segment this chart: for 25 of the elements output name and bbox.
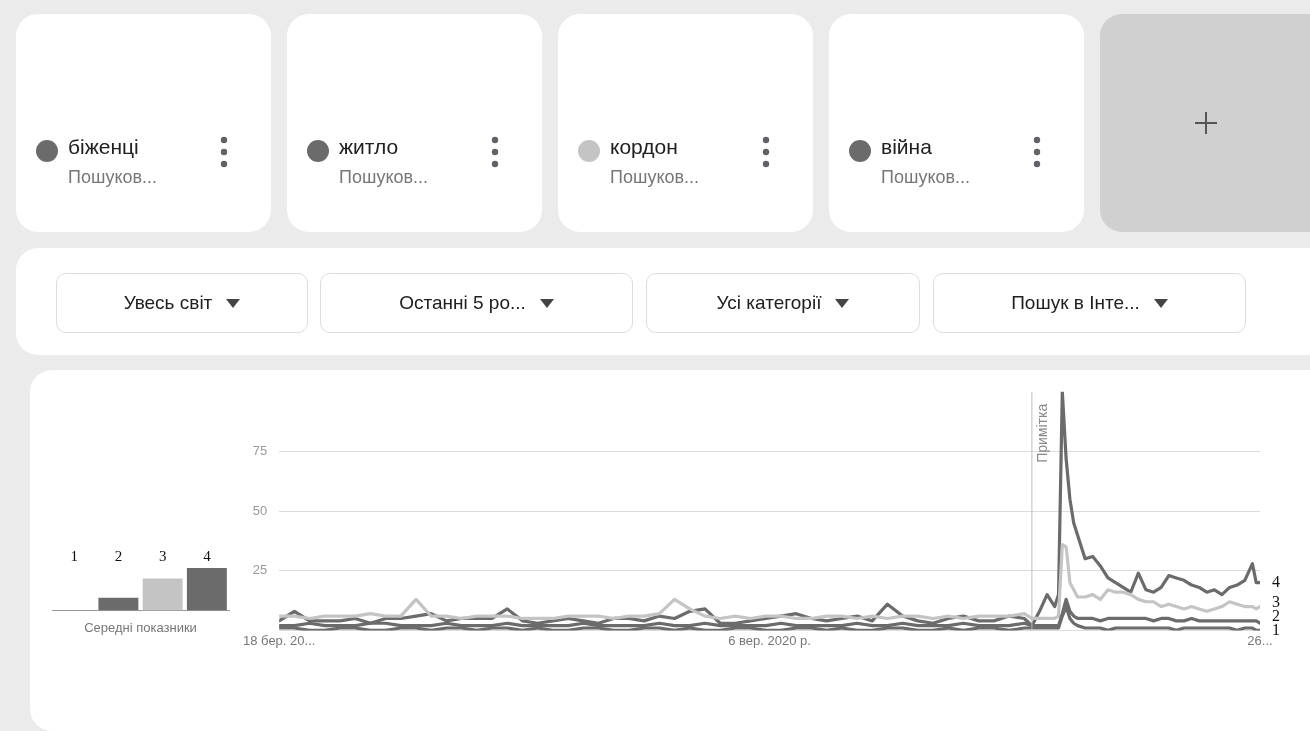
x-tick-label: 1	[70, 548, 78, 565]
text: Пошук в Інте...	[1011, 292, 1140, 314]
x-tick-label: 4	[203, 548, 212, 565]
annotation: 4	[1272, 572, 1280, 590]
x-tick-label: 6 вер. 2020 р.	[728, 632, 811, 648]
text: Усі категорії	[716, 292, 822, 314]
text: Останні 5 ро...	[399, 292, 526, 314]
legend-label: війна	[881, 135, 932, 159]
text: Увесь світ	[123, 292, 213, 314]
ref-line-label: Примітка	[1033, 403, 1050, 463]
x-tick-label: 3	[158, 548, 167, 565]
x-axis-title: Середні показники	[84, 619, 197, 635]
legend-label: біженці	[68, 135, 139, 159]
x-tick-label: 18 бер. 20...	[243, 632, 316, 648]
legend-label: кордон	[610, 135, 678, 159]
text: Пошуков...	[339, 167, 429, 188]
text: Пошуков...	[610, 167, 700, 188]
y-tick-label: 25	[252, 562, 268, 578]
text: Пошуков...	[881, 167, 971, 188]
y-tick-label: 50	[252, 502, 268, 518]
y-tick-label: 75	[252, 443, 268, 459]
x-tick-label: 26...	[1247, 632, 1273, 648]
text: Пошуков...	[68, 167, 158, 188]
x-tick-label: 2	[114, 548, 123, 565]
legend-label: житло	[339, 135, 399, 159]
